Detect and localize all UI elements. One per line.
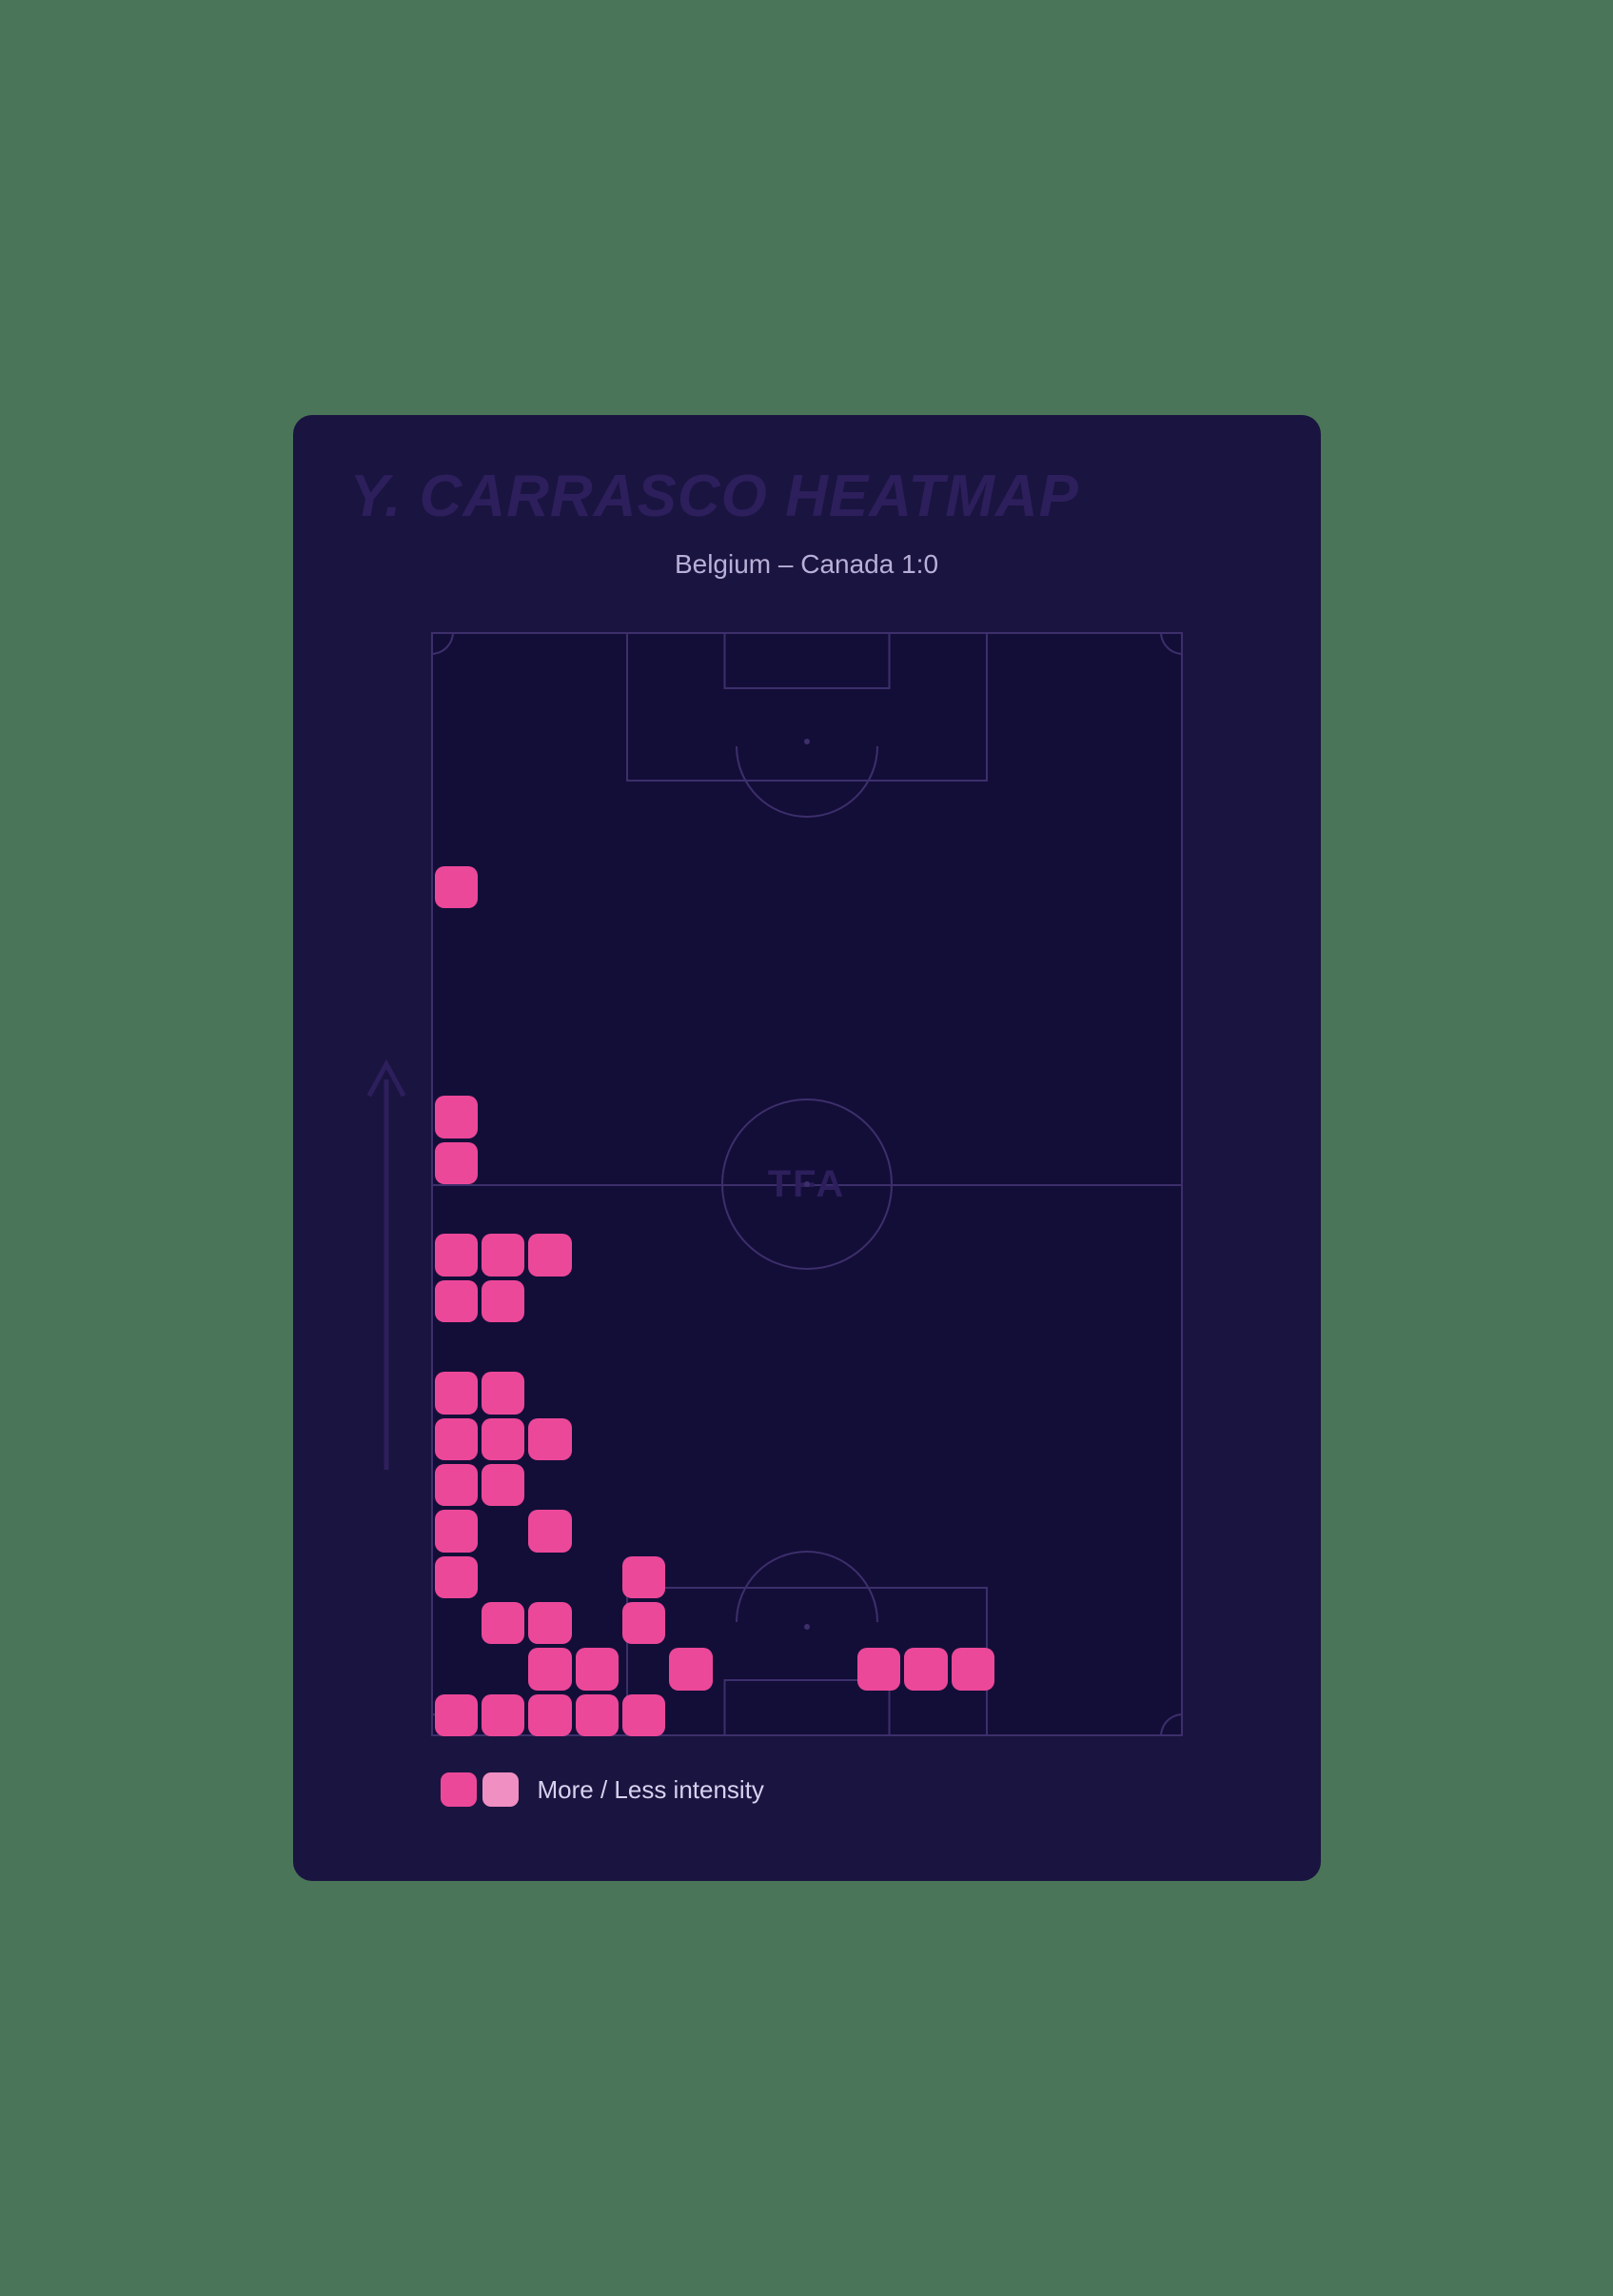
heat-cell [435,866,478,908]
heatmap-card: Y. CARRASCO HEATMAP Belgium – Canada 1:0… [293,415,1321,1881]
heat-cell [482,1602,524,1644]
football-pitch: TFA [431,632,1183,1736]
heat-cell [435,1464,478,1506]
heat-cell [482,1234,524,1276]
heat-cell [528,1602,571,1644]
heat-cell [482,1280,524,1322]
heat-cell [857,1648,900,1690]
legend-label: More / Less intensity [538,1775,764,1805]
heat-cell [435,1096,478,1138]
heat-cell [622,1694,665,1736]
heat-cell [528,1648,571,1690]
page-title: Y. CARRASCO HEATMAP [350,463,1264,530]
legend: More / Less intensity [441,1772,1264,1807]
pitch-container: TFA [431,632,1183,1736]
heat-cell [528,1510,571,1552]
heat-cell [528,1234,571,1276]
heat-cell [435,1234,478,1276]
heat-cell [904,1648,947,1690]
heat-cell [482,1464,524,1506]
heat-cell [435,1142,478,1184]
heat-cell [435,1556,478,1598]
heat-cell [435,1510,478,1552]
heat-cell [435,1372,478,1414]
heat-cell [435,1280,478,1322]
legend-swatch-more [441,1772,477,1807]
heat-cell [528,1418,571,1460]
heat-cell [669,1648,712,1690]
heat-cell [482,1372,524,1414]
direction-arrow-icon [363,1051,410,1470]
heat-cell [435,1418,478,1460]
heat-cell [482,1418,524,1460]
heat-cell [622,1602,665,1644]
match-subtitle: Belgium – Canada 1:0 [350,549,1264,580]
heatmap-grid [433,634,1181,1734]
heat-cell [576,1694,619,1736]
heat-cell [435,1694,478,1736]
heat-cell [952,1648,994,1690]
legend-swatch-less [482,1772,519,1807]
heat-cell [622,1556,665,1598]
heat-cell [528,1694,571,1736]
heat-cell [576,1648,619,1690]
heat-cell [482,1694,524,1736]
